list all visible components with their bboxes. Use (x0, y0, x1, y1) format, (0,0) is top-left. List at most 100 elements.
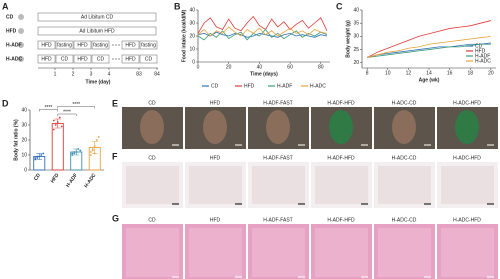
texture (126, 166, 179, 204)
diet-label: CD (61, 56, 69, 62)
sig-bracket (57, 106, 95, 109)
micrograph (122, 162, 183, 208)
axis-line (361, 10, 496, 69)
image-label: H-ADC-HFD (453, 100, 481, 106)
micrograph (437, 162, 498, 208)
data-point (71, 152, 74, 155)
diet-box (121, 40, 140, 50)
ellipsis-dot (112, 58, 114, 60)
legend-label: H-ADF (475, 53, 490, 59)
data-point (52, 119, 55, 122)
image-label: CD (148, 217, 156, 223)
micrograph (185, 162, 246, 208)
y-tick-label: 30 (21, 122, 27, 128)
y-tick-label: 10 (21, 152, 27, 158)
legend-label: HFD (244, 83, 255, 89)
image-label: H-ADF-FAST (263, 217, 292, 223)
data-point (91, 148, 94, 150)
panel-letter: B (174, 1, 181, 11)
image-label: H-ADF-HFD (327, 155, 355, 161)
texture (189, 166, 242, 204)
y-tick-label: 20 (21, 137, 27, 143)
data-point (42, 152, 45, 155)
x-tick-label: 12 (406, 70, 412, 76)
diet-label: HFD (77, 42, 88, 48)
y-tick-label: 0 (24, 167, 27, 173)
x-tick-label: 14 (426, 70, 432, 76)
legend-label: CD (211, 83, 219, 89)
data-point (95, 139, 98, 141)
micrograph (248, 224, 309, 279)
texture (126, 228, 179, 277)
series-line (366, 20, 491, 58)
diet-label: HFD (77, 56, 88, 62)
diet-box (37, 40, 56, 50)
texture (315, 228, 368, 277)
data-point (93, 152, 96, 155)
sig-label: **** (45, 105, 53, 111)
row-label: HFD (6, 28, 17, 34)
diet-box (91, 40, 110, 50)
data-point (36, 157, 39, 159)
y-tick-label: 30 (353, 34, 359, 40)
ellipsis-dot (118, 58, 120, 60)
error-bar (54, 118, 61, 129)
panel-letter: G (112, 213, 119, 223)
texture (441, 166, 494, 204)
mouse-body (392, 110, 416, 144)
mouse-icon (18, 14, 24, 20)
micrograph (185, 224, 246, 279)
diet-box (121, 54, 140, 64)
x-tick-label: 80 (318, 64, 324, 70)
image-label: CD (148, 155, 156, 161)
x-tick-label: 8 (366, 70, 369, 76)
series-line (197, 26, 328, 37)
data-point (34, 158, 37, 161)
sig-bracket (57, 113, 77, 116)
data-point (89, 154, 92, 156)
day-label: 83 (136, 71, 142, 77)
panel-letter: E (112, 98, 118, 108)
mouse-body (266, 110, 290, 144)
y-tick-label: 20 (189, 33, 195, 39)
x-tick-label: CD (33, 172, 42, 182)
diet-box (37, 12, 157, 22)
day-label: 4 (108, 71, 111, 77)
series-line (367, 42, 491, 58)
data-point (40, 154, 43, 156)
micrograph (248, 162, 309, 208)
x-tick-label: 20 (226, 64, 232, 70)
image-label: H-ADF-HFD (327, 100, 355, 106)
y-tick-label: 10 (189, 46, 195, 52)
ellipsis-dot (112, 44, 114, 46)
diet-label: Ad Libitum CD (81, 14, 114, 20)
x-tick-label: 0 (197, 64, 200, 70)
series-line (367, 35, 491, 58)
ellipsis-dot (115, 44, 117, 46)
data-point (97, 136, 100, 138)
data-point (60, 125, 63, 128)
texture (189, 228, 242, 277)
diet-box (73, 40, 92, 50)
y-tick-label: 40 (189, 7, 195, 13)
image-label: H-ADC-CD (392, 217, 417, 223)
data-point (77, 148, 80, 150)
data-point (58, 116, 61, 119)
day-label: 84 (154, 71, 160, 77)
diet-label: HFD (41, 42, 52, 48)
data-point (75, 151, 78, 153)
y-tick-label: 25 (353, 47, 359, 53)
data-point (56, 121, 59, 123)
x-tick-label: 20 (488, 70, 494, 76)
panel-letter: C (336, 1, 343, 11)
axis-line (29, 110, 104, 171)
texture (378, 228, 431, 277)
mouse-icon (18, 56, 24, 62)
y-axis-label: Food intake (kcal/d/M) (181, 9, 187, 62)
x-axis-label: Time (days) (250, 71, 278, 77)
y-tick-label: 40 (21, 107, 27, 113)
x-tick-label: 10 (385, 70, 391, 76)
day-label: 3 (90, 71, 93, 77)
image-label: H-ADF-HFD (327, 217, 355, 223)
